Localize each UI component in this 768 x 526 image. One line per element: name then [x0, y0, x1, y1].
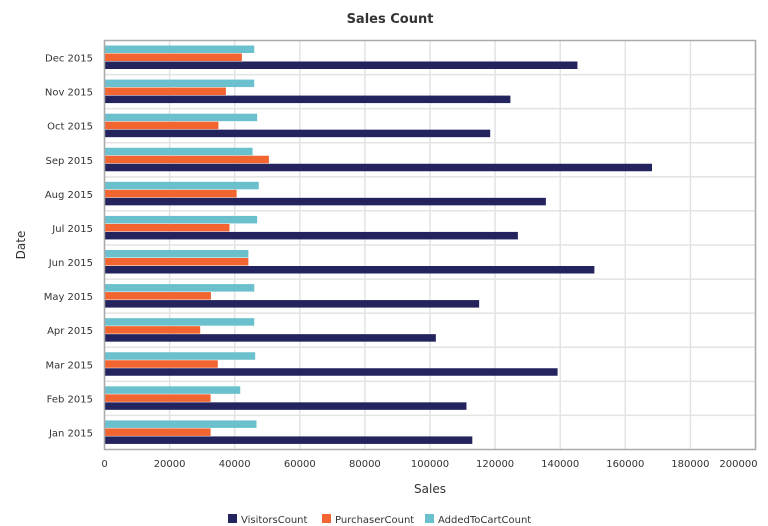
bar-visitorscount-jan-2015[interactable] — [104, 436, 473, 444]
x-tick-label: 140000 — [541, 459, 579, 470]
bar-purchasercount-feb-2015[interactable] — [104, 394, 211, 402]
x-tick-label: 40000 — [219, 459, 251, 470]
bar-addedtocartcount-jul-2015[interactable] — [104, 215, 258, 224]
bar-purchasercount-mar-2015[interactable] — [104, 360, 218, 368]
bar-visitorscount-jul-2015[interactable] — [104, 231, 518, 240]
bar-addedtocartcount-feb-2015[interactable] — [104, 386, 241, 394]
y-tick-label: Jan 2015 — [48, 428, 93, 439]
bar-addedtocartcount-sep-2015[interactable] — [104, 147, 253, 156]
y-tick-label: Jul 2015 — [51, 224, 93, 235]
bar-addedtocartcount-dec-2015[interactable] — [104, 45, 255, 54]
bar-addedtocartcount-nov-2015[interactable] — [104, 79, 255, 88]
bar-visitorscount-apr-2015[interactable] — [104, 334, 436, 342]
y-tick-label: Apr 2015 — [47, 326, 93, 337]
bar-purchasercount-oct-2015[interactable] — [104, 121, 219, 130]
y-tick-label: May 2015 — [44, 292, 93, 303]
legend: VisitorsCount PurchaserCount AddedToCartCo… — [228, 514, 531, 526]
bar-addedtocartcount-aug-2015[interactable] — [104, 181, 259, 190]
y-tick-label: Sep 2015 — [46, 156, 93, 167]
chart-title: Sales Count — [347, 12, 434, 27]
y-tick-label: Nov 2015 — [45, 88, 93, 99]
bar-addedtocartcount-oct-2015[interactable] — [104, 113, 258, 122]
y-axis-label: Date — [14, 231, 28, 260]
x-tick-label: 60000 — [284, 459, 316, 470]
bar-purchasercount-dec-2015[interactable] — [104, 53, 242, 62]
bar-visitorscount-aug-2015[interactable] — [104, 197, 546, 206]
bar-visitorscount-may-2015[interactable] — [104, 300, 480, 308]
bar-visitorscount-dec-2015[interactable] — [104, 61, 578, 70]
bar-visitorscount-sep-2015[interactable] — [104, 163, 652, 172]
bar-purchasercount-may-2015[interactable] — [104, 292, 211, 300]
bar-purchasercount-nov-2015[interactable] — [104, 87, 226, 96]
y-tick-label: Mar 2015 — [46, 360, 94, 371]
x-tick-label: 160000 — [606, 459, 644, 470]
y-tick-label: Jun 2015 — [48, 258, 93, 269]
y-tick-label: Feb 2015 — [47, 394, 93, 405]
bar-addedtocartcount-may-2015[interactable] — [104, 284, 255, 292]
legend-swatch-addedtocartcount — [425, 514, 434, 523]
x-tick-labels: 0 20000 40000 60000 80000 100000 120000 140000 1… — [101, 459, 757, 470]
bar-purchasercount-jul-2015[interactable] — [104, 223, 230, 232]
x-tick-label: 180000 — [671, 459, 709, 470]
plot-border — [103, 39, 757, 451]
x-tick-label: 200000 — [719, 459, 757, 470]
bar-purchasercount-aug-2015[interactable] — [104, 189, 237, 198]
bars — [104, 45, 652, 444]
bar-addedtocartcount-apr-2015[interactable] — [104, 318, 255, 326]
x-axis-label: Sales — [414, 482, 446, 496]
legend-swatch-visitorscount — [228, 514, 237, 523]
x-tick-label: 80000 — [349, 459, 381, 470]
x-tick-label: 20000 — [154, 459, 186, 470]
bar-visitorscount-feb-2015[interactable] — [104, 402, 467, 410]
bar-addedtocartcount-jun-2015[interactable] — [104, 250, 249, 258]
bar-addedtocartcount-mar-2015[interactable] — [104, 352, 256, 360]
bar-visitorscount-oct-2015[interactable] — [104, 129, 491, 138]
x-tick-label: 100000 — [411, 459, 449, 470]
legend-item-purchasercount[interactable]: PurchaserCount — [335, 515, 414, 526]
bar-visitorscount-mar-2015[interactable] — [104, 368, 558, 376]
bar-visitorscount-jun-2015[interactable] — [104, 266, 595, 274]
bar-purchasercount-apr-2015[interactable] — [104, 326, 201, 334]
x-tick-label: 0 — [101, 459, 107, 470]
bar-addedtocartcount-jan-2015[interactable] — [104, 420, 257, 428]
bar-visitorscount-nov-2015[interactable] — [104, 95, 511, 104]
y-tick-label: Aug 2015 — [45, 190, 93, 201]
y-tick-label: Dec 2015 — [45, 54, 93, 65]
bar-purchasercount-jan-2015[interactable] — [104, 428, 211, 436]
y-tick-labels: Jan 2015 Feb 2015 Mar 2015 Apr 2015 May 2015… — [44, 54, 93, 440]
y-tick-label: Oct 2015 — [47, 122, 93, 133]
bar-purchasercount-jun-2015[interactable] — [104, 258, 249, 266]
legend-swatch-purchasercount — [322, 514, 331, 523]
x-tick-label: 120000 — [476, 459, 514, 470]
legend-item-visitorscount[interactable]: VisitorsCount — [241, 515, 308, 526]
legend-item-addedtocartcount[interactable]: AddedToCartCount — [438, 515, 531, 526]
bar-purchasercount-sep-2015[interactable] — [104, 155, 269, 164]
